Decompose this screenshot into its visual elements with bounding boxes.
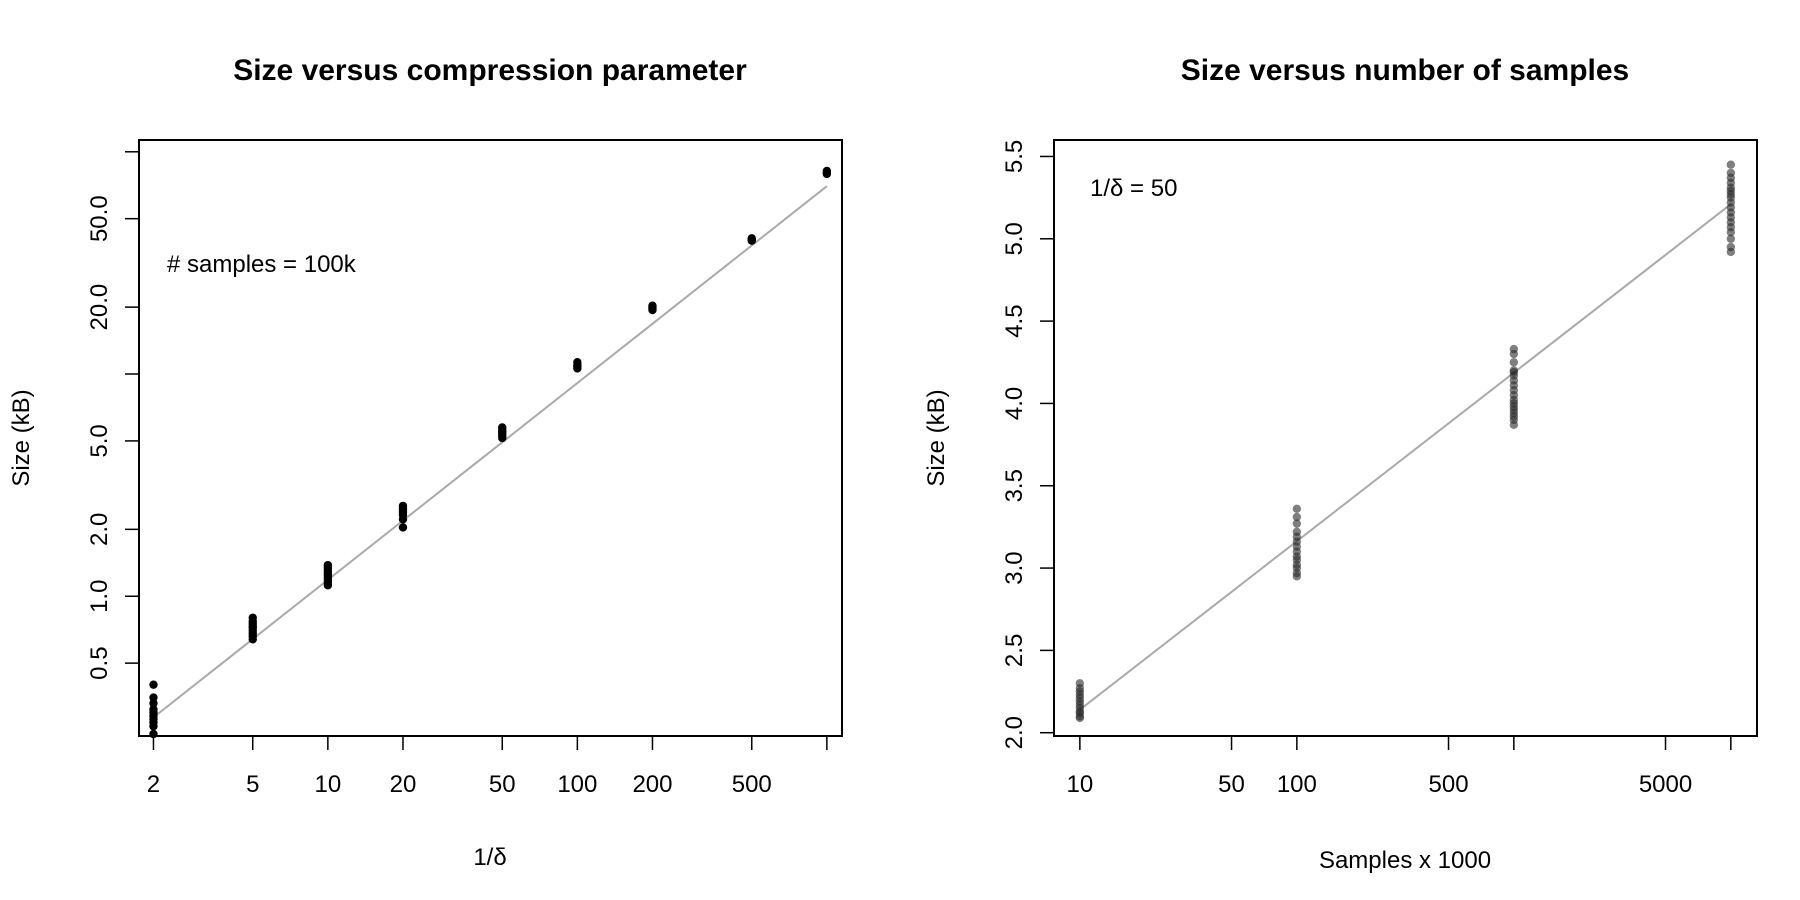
left-points [149,166,832,739]
left-data-point [822,169,832,179]
left-chart-title: Size versus compression parameter [233,54,747,87]
left-y-tick-label: 2.0 [86,513,113,546]
left-y-axis-label: Size (kB) [8,389,35,486]
left-x-tick-label: 100 [557,771,597,798]
left-y-tick-label: 1.0 [86,580,113,613]
right-data-point [1726,247,1736,257]
right-y-tick-label: 2.0 [1001,716,1028,749]
left-data-point [323,581,333,590]
left-y-tick-label: 50.0 [86,195,113,242]
left-data-point [149,699,158,708]
left-y-tick-label: 0.5 [86,646,113,679]
left-data-point [573,364,582,373]
left-data-point [747,236,756,245]
right-data-point [1292,572,1302,581]
left-x-tick-label: 10 [315,771,342,798]
left-data-point [398,515,408,524]
right-chart-title: Size versus number of samples [1181,54,1630,87]
right-y-axis-label: Size (kB) [923,389,950,486]
left-data-point [498,433,507,443]
left-fit-line [152,185,828,719]
left-plot-frame [138,139,843,737]
left-data-point [149,729,158,739]
right-data-point [1509,358,1519,367]
right-data-point [1292,504,1302,513]
right-x-tick-label: 100 [1277,771,1317,798]
right-annotation: 1/δ = 50 [1090,175,1177,202]
right-y-tick-label: 5.0 [1001,222,1028,255]
right-y-tick-label: 3.5 [1001,469,1028,502]
left-x-tick-label: 2 [147,771,160,798]
left-annotation: # samples = 100k [167,251,357,278]
left-x-ticks: 2 5 10 20 50 100 200 500 [147,736,828,798]
right-data-point [1075,713,1085,723]
right-data-point [1726,234,1736,243]
right-x-tick-label: 500 [1429,771,1469,798]
right-x-tick-label: 10 [1067,771,1094,798]
right-data-point [1726,227,1736,237]
right-y-ticks: 2.0 2.5 3.0 3.5 4.0 4.5 5.0 5.5 [1001,140,1054,749]
right-y-tick-label: 4.0 [1001,387,1028,420]
left-x-tick-label: 500 [732,771,772,798]
right-data-point [1726,160,1736,169]
right-x-axis-label: Samples x 1000 [1319,847,1491,874]
right-x-ticks: 10 50 100 500 5000 [1067,736,1732,798]
right-y-tick-label: 3.0 [1001,551,1028,584]
left-x-tick-label: 50 [489,771,516,798]
left-data-point [248,635,257,644]
left-x-axis-label: 1/δ [473,844,506,871]
left-x-tick-label: 200 [632,771,672,798]
right-x-tick-label: 50 [1218,771,1245,798]
left-y-tick-label: 20.0 [86,284,113,331]
left-data-point [149,680,158,689]
left-data-point [648,305,657,315]
right-y-tick-label: 5.5 [1001,140,1028,173]
right-data-point [1292,519,1302,528]
right-plot-frame [1053,139,1758,737]
left-x-tick-label: 20 [390,771,417,798]
left-data-point [149,722,158,731]
right-data-point [1509,420,1519,430]
right-y-tick-label: 4.5 [1001,304,1028,337]
right-y-tick-label: 2.5 [1001,634,1028,667]
left-y-ticks: 0.5 1.0 2.0 5.0 20.0 50.0 [86,151,139,680]
right-data-point [1292,512,1302,522]
right-data-point [1509,349,1519,359]
right-fit-line [1079,203,1732,711]
left-x-tick-label: 5 [246,771,259,798]
left-y-tick-label: 5.0 [86,424,113,457]
right-x-tick-label: 5000 [1639,771,1692,798]
right-data-point [1509,367,1519,377]
left-data-point [398,523,408,532]
right-points [1075,160,1736,723]
right-panel: Size versus number of samples 1/δ = 50 S… [923,54,1758,874]
left-panel: Size versus compression parameter # samp… [8,54,843,871]
